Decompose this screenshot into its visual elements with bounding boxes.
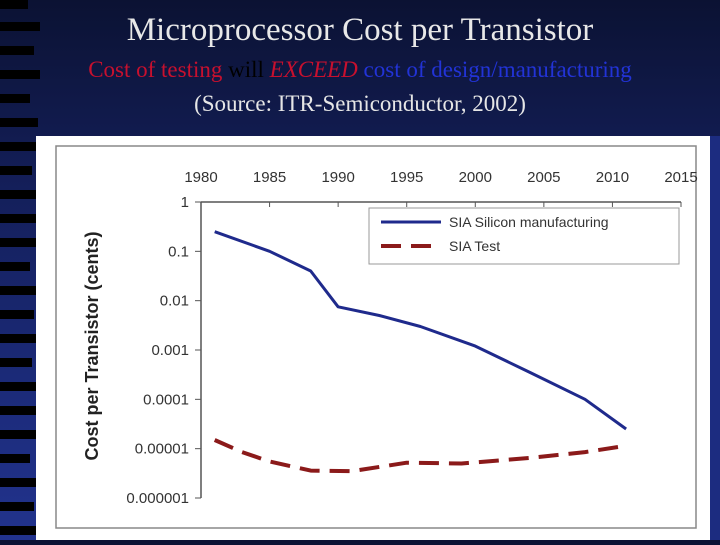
stripe	[0, 238, 40, 247]
chart-panel: 1980 1985 1990 1995 2000 2005 2010 2015 1 0.1 0.0…	[36, 136, 710, 540]
y-tick-labels: 1 0.1 0.01 0.001 0.0001 0.00001 0.000001	[126, 194, 189, 507]
left-stripe-decoration	[0, 0, 40, 540]
stripe	[0, 142, 40, 151]
chart-svg: 1980 1985 1990 1995 2000 2005 2010 2015 1 0.1 0.0…	[55, 145, 698, 529]
stripe	[0, 190, 40, 199]
y-tick-label: 1	[181, 194, 189, 211]
chart-axes	[195, 201, 682, 499]
x-tick-label: 1980	[184, 169, 217, 186]
chart-series	[213, 230, 627, 474]
stripe	[0, 70, 40, 79]
stripe	[0, 358, 32, 367]
x-tick-label: 1985	[253, 169, 286, 186]
x-tick-label: 1990	[321, 169, 354, 186]
legend-label: SIA Test	[449, 238, 500, 254]
x-tick-labels: 1980 1985 1990 1995 2000 2005 2010 2015	[184, 169, 697, 186]
x-tick-label: 1995	[390, 169, 423, 186]
stripe	[0, 0, 28, 9]
x-tick-label: 2015	[664, 169, 697, 186]
source-citation: (Source: ITR-Semiconductor, 2002)	[194, 91, 526, 116]
stripe	[0, 214, 36, 223]
subtitle-exceed: EXCEED	[269, 57, 358, 82]
stripe	[0, 406, 36, 415]
subtitle-will: will	[222, 57, 270, 82]
subtitle-design: cost of design/manufacturing	[357, 57, 632, 82]
chart-frame	[55, 145, 697, 529]
stripe	[0, 166, 32, 175]
x-tick-label: 2010	[596, 169, 629, 186]
stripe	[0, 502, 34, 511]
y-tick-label: 0.000001	[126, 490, 189, 507]
y-tick-label: 0.01	[160, 293, 189, 310]
stripe	[0, 262, 30, 271]
stripe	[0, 478, 40, 487]
x-tick-label: 2005	[527, 169, 560, 186]
stripe	[0, 382, 40, 391]
stripe	[0, 454, 30, 463]
stripe	[0, 118, 38, 127]
stripe	[0, 94, 30, 103]
series-line-manufacturing	[214, 230, 627, 431]
subtitle-testing: Cost of testing	[88, 57, 223, 82]
y-tick-label: 0.1	[168, 243, 189, 260]
legend-box	[368, 207, 680, 265]
series-line-test	[213, 438, 627, 474]
stripe	[0, 430, 40, 439]
y-tick-label: 0.0001	[143, 391, 189, 408]
stripe	[0, 526, 40, 535]
chart-legend: SIA Silicon manufacturing SIA Test	[368, 207, 680, 265]
legend-label: SIA Silicon manufacturing	[449, 214, 609, 230]
stripe	[0, 22, 40, 31]
slide-title: Microprocessor Cost per Transistor	[126, 12, 594, 48]
x-tick-label: 2000	[459, 169, 492, 186]
y-tick-label: 0.00001	[135, 441, 189, 458]
stripe	[0, 334, 40, 343]
y-tick-label: 0.001	[151, 342, 189, 359]
stripe	[0, 310, 34, 319]
y-axis-label: Cost per Transistor (cents)	[82, 231, 102, 460]
slide-subtitle: Cost of testing will EXCEED cost of desi…	[0, 56, 720, 84]
stripe	[0, 46, 34, 55]
stripe	[0, 286, 40, 295]
